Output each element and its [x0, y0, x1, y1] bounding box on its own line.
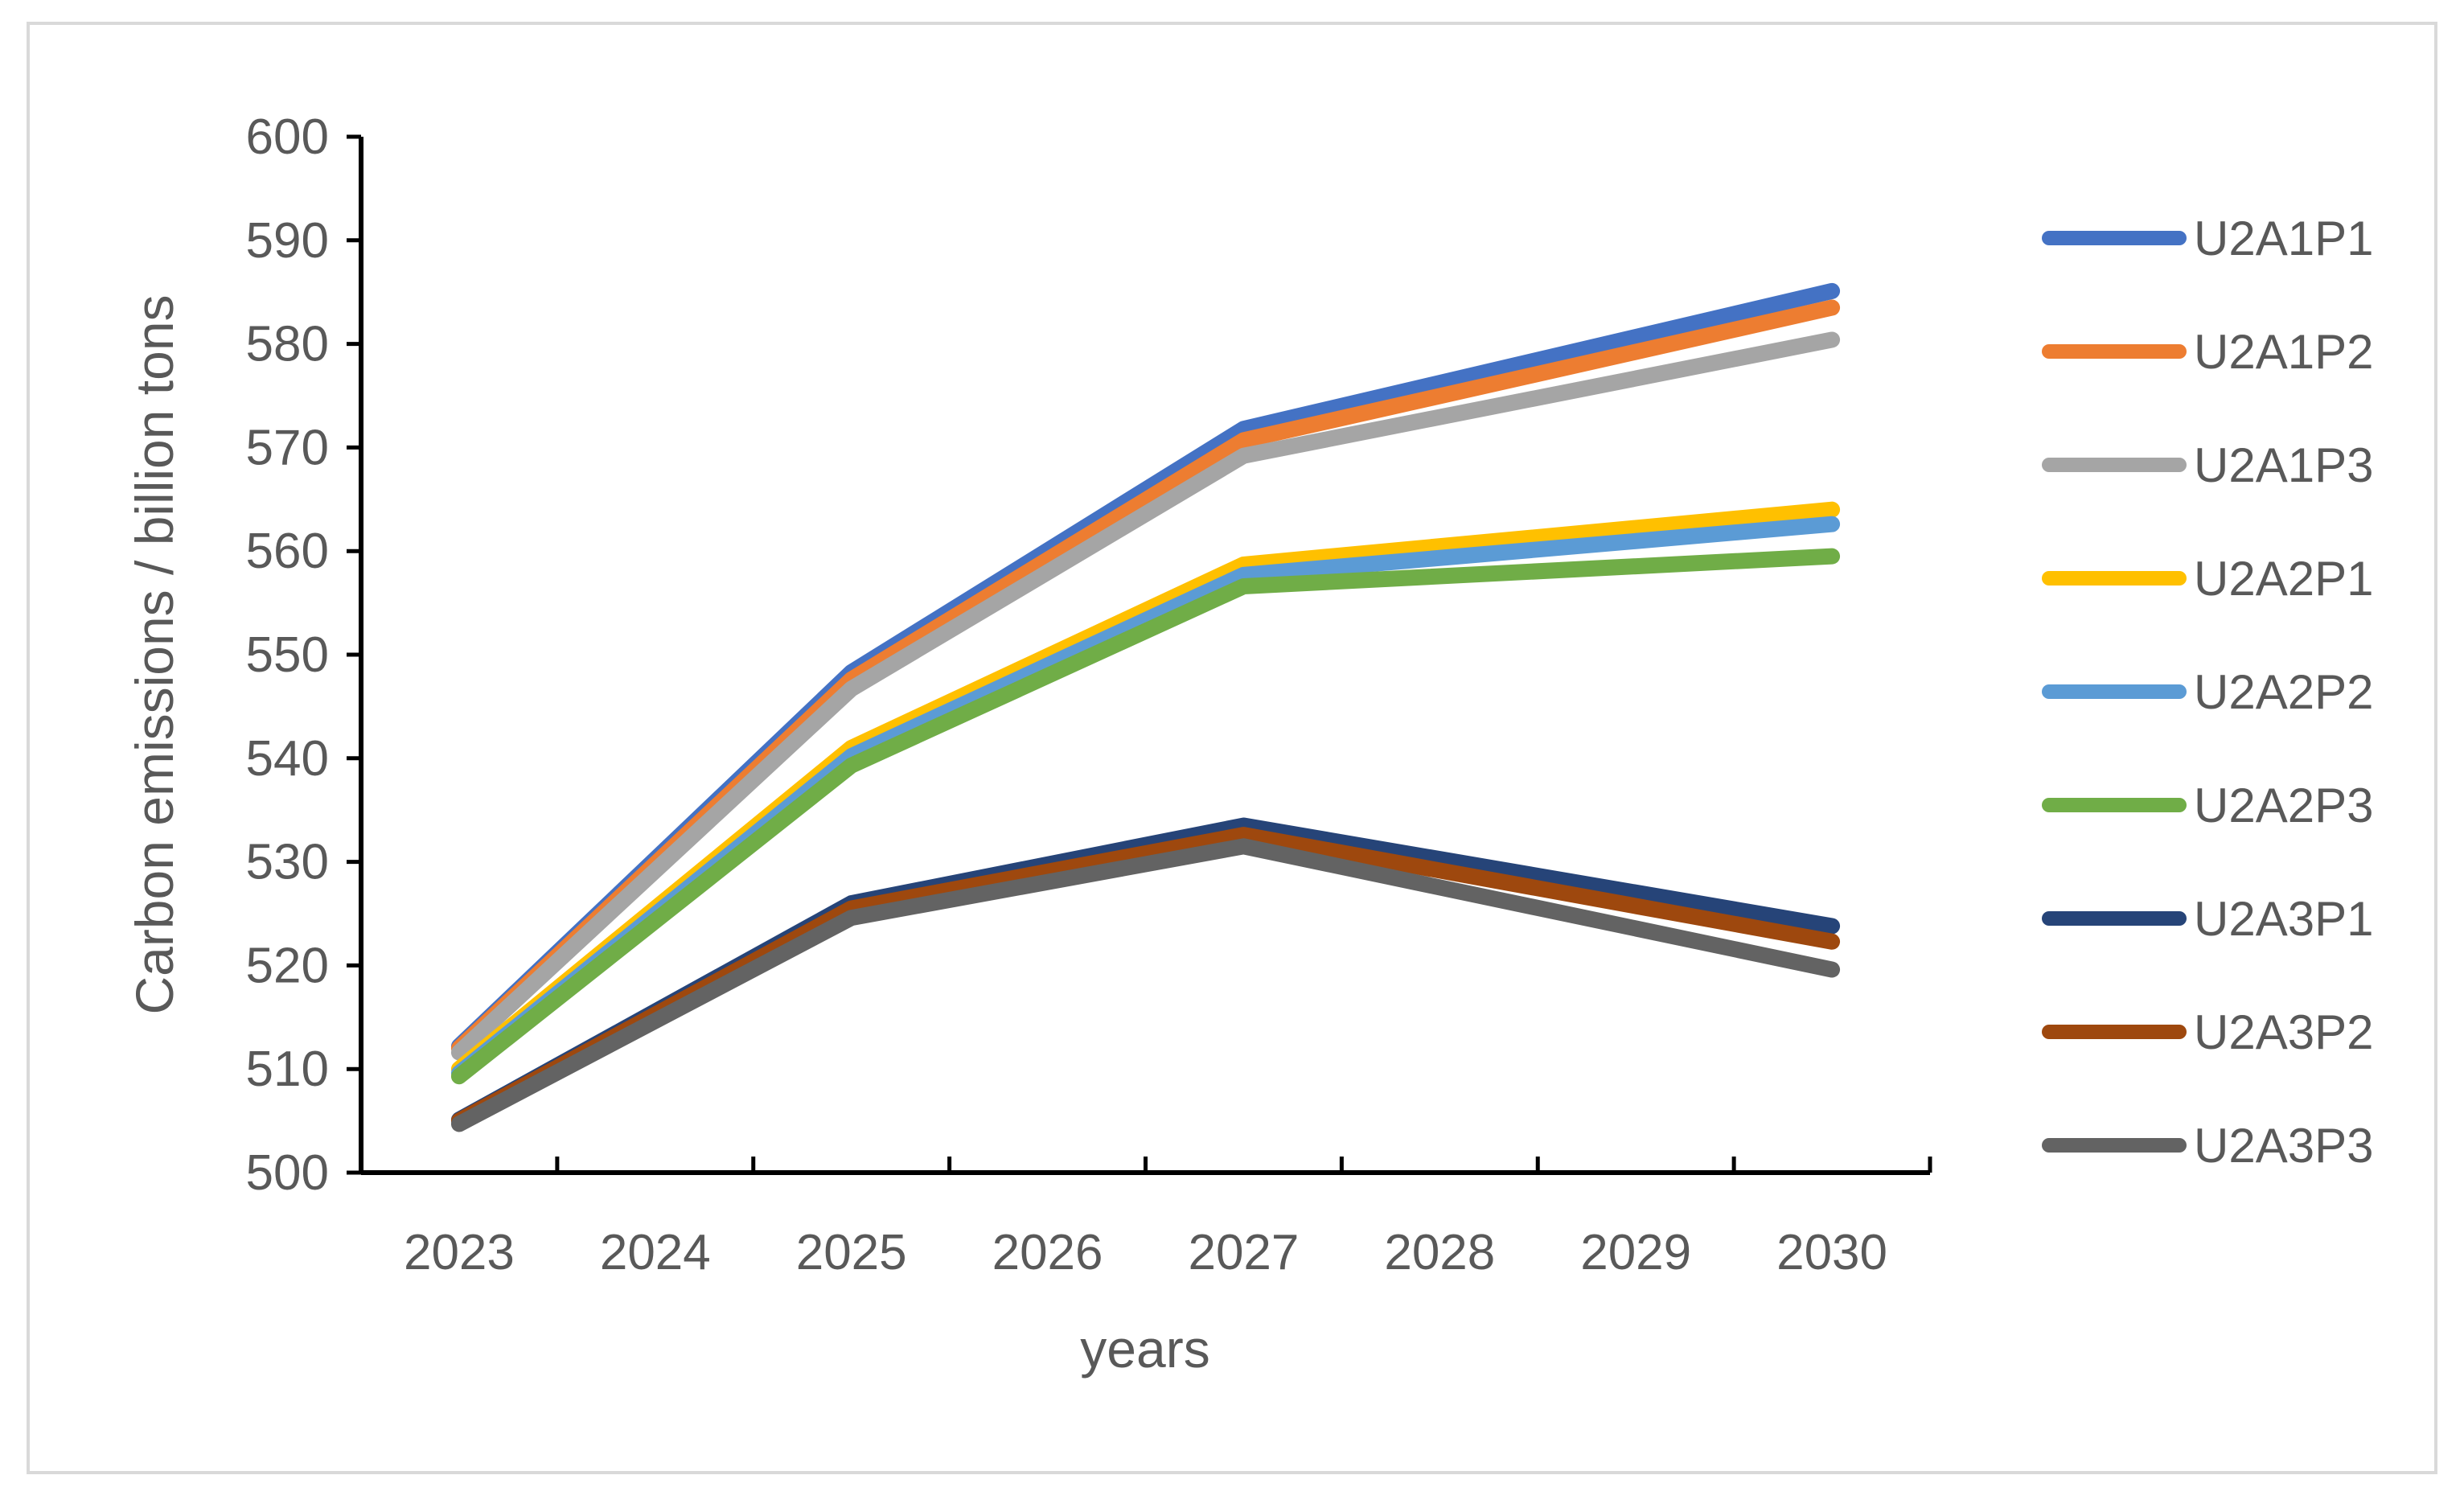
y-tick-label: 580: [246, 317, 329, 372]
x-tick-label: 2028: [1384, 1225, 1495, 1280]
y-tick-label: 560: [246, 524, 329, 579]
x-tick-label: 2029: [1580, 1225, 1691, 1280]
x-tick-label: 2026: [992, 1225, 1103, 1280]
x-tick-label: 2024: [600, 1225, 711, 1280]
x-tick-label: 2027: [1188, 1225, 1299, 1280]
y-tick-label: 570: [246, 420, 329, 475]
series-line-U2A1P3: [450, 331, 1841, 1061]
y-tick-label: 530: [246, 835, 329, 890]
y-tick-label: 540: [246, 731, 329, 787]
y-tick-label: 520: [246, 938, 329, 993]
y-tick-label: 510: [246, 1042, 329, 1097]
legend-label: U2A3P3: [2194, 1119, 2373, 1173]
y-axis-title: Carbon emissions / billion tons: [125, 294, 184, 1014]
legend-label: U2A2P3: [2194, 779, 2373, 832]
legend-label: U2A2P2: [2194, 665, 2373, 719]
y-tick-label: 550: [246, 627, 329, 683]
legend-label: U2A3P1: [2194, 892, 2373, 946]
y-tick-label: 500: [246, 1145, 329, 1201]
legend-label: U2A1P2: [2194, 325, 2373, 379]
x-tick-label: 2025: [796, 1225, 907, 1280]
legend-label: U2A1P3: [2194, 438, 2373, 492]
x-tick-label: 2030: [1776, 1225, 1887, 1280]
legend-label: U2A2P1: [2194, 552, 2373, 606]
series-line-U2A3P3: [450, 838, 1841, 1132]
series-line-U2A2P3: [450, 548, 1841, 1085]
x-tick-label: 2023: [404, 1225, 515, 1280]
legend-label: U2A1P1: [2194, 212, 2373, 265]
x-axis-title: years: [1080, 1319, 1209, 1379]
y-tick-label: 590: [246, 213, 329, 269]
legend-label: U2A3P2: [2194, 1005, 2373, 1059]
chart-frame: [27, 22, 2437, 1474]
y-tick-label: 600: [246, 109, 329, 165]
